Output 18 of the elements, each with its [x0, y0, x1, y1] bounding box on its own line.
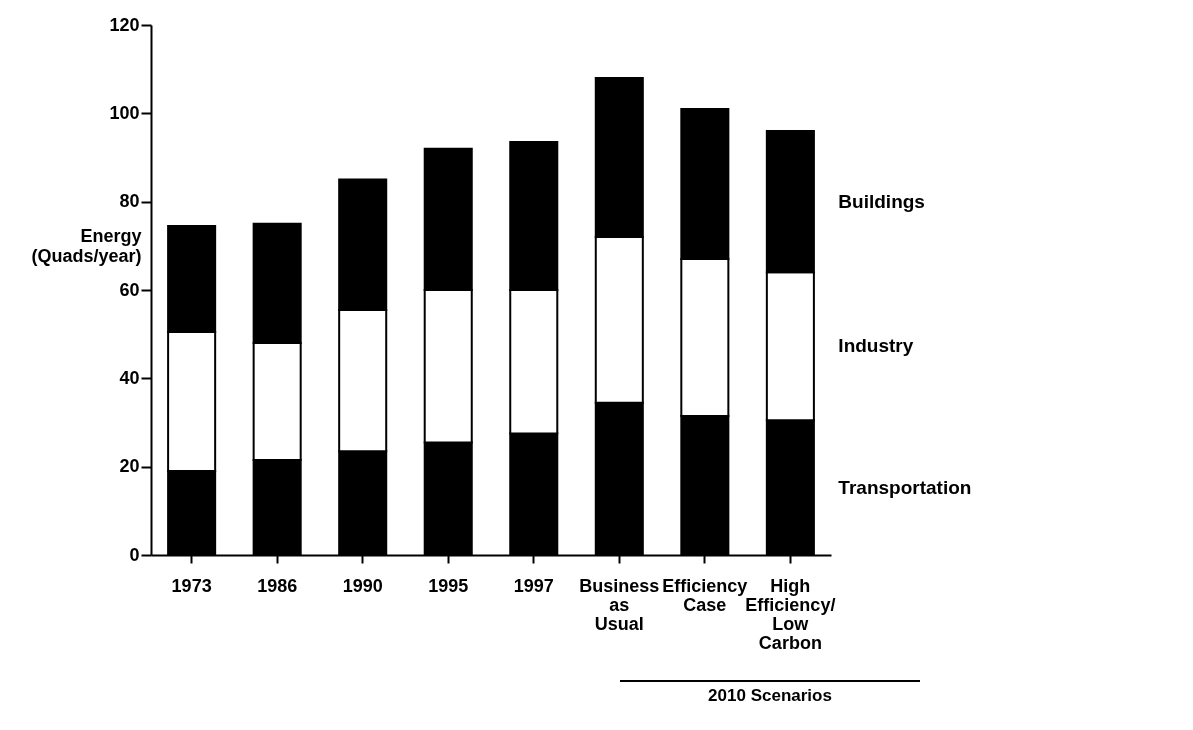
x-tick-label: 1986: [257, 575, 298, 596]
series-label: Buildings: [838, 190, 925, 212]
x-tick-label: 1973: [171, 575, 212, 596]
y-tick-label: 40: [119, 367, 140, 388]
y-tick-label: 0: [129, 544, 140, 565]
y-tick-label: 100: [109, 102, 140, 123]
y-axis-title: Energy (Quads/year): [31, 225, 142, 266]
x-tick-label: 1997: [513, 575, 554, 596]
y-tick-label: 80: [119, 191, 140, 212]
x-tick-label: Business as Usual: [579, 575, 660, 634]
series-label: Industry: [838, 335, 914, 357]
y-tick-label: 20: [119, 456, 140, 477]
x-tick-label: 1990: [342, 575, 383, 596]
text: 2010 Scenarios: [620, 680, 920, 706]
x-tick-label: 1995: [428, 575, 469, 596]
y-tick-label: 120: [109, 14, 140, 35]
series-label: Transportation: [838, 476, 972, 498]
y-tick-label: 60: [119, 279, 140, 300]
